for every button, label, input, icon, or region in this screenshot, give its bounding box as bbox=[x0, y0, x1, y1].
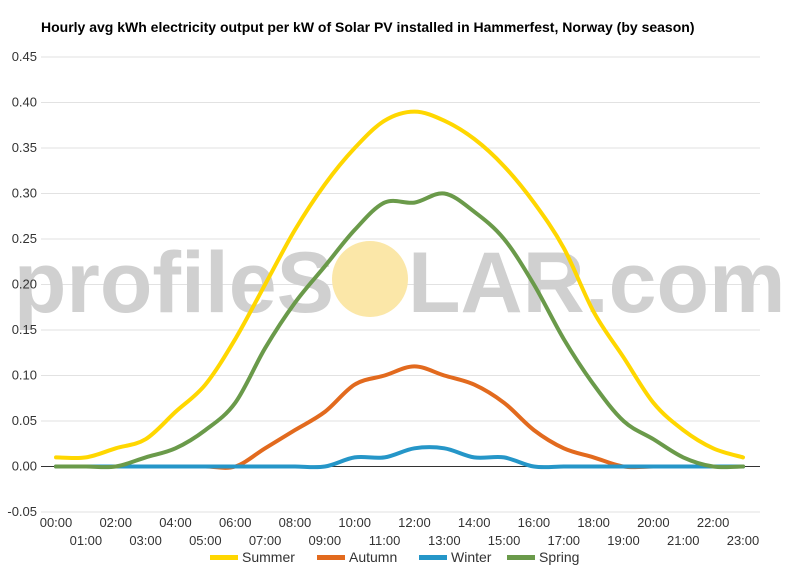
x-tick-label: 19:00 bbox=[607, 533, 640, 548]
x-tick-label: 09:00 bbox=[309, 533, 342, 548]
y-tick-label: 0.45 bbox=[12, 49, 37, 64]
x-tick-label: 13:00 bbox=[428, 533, 461, 548]
legend-swatch-summer bbox=[210, 555, 238, 560]
x-tick-label: 03:00 bbox=[129, 533, 162, 548]
x-tick-label: 17:00 bbox=[548, 533, 581, 548]
y-tick-label: 0.05 bbox=[12, 413, 37, 428]
y-tick-label: 0.15 bbox=[12, 322, 37, 337]
y-tick-label: 0.30 bbox=[12, 186, 37, 201]
x-tick-label: 06:00 bbox=[219, 515, 252, 530]
legend-label-spring: Spring bbox=[539, 549, 579, 565]
legend-label-autumn: Autumn bbox=[349, 549, 397, 565]
chart-title: Hourly avg kWh electricity output per kW… bbox=[41, 19, 695, 35]
x-tick-label: 14:00 bbox=[458, 515, 491, 530]
grid-lines bbox=[41, 56, 760, 513]
series-line-winter bbox=[54, 445, 745, 470]
x-tick-label: 23:00 bbox=[727, 533, 760, 548]
x-tick-label: 15:00 bbox=[488, 533, 521, 548]
legend-label-winter: Winter bbox=[451, 549, 492, 565]
series-line-summer bbox=[54, 109, 745, 461]
watermark: profileS LAR.com bbox=[14, 235, 786, 331]
y-tick-label: 0.35 bbox=[12, 140, 37, 155]
legend-swatch-spring bbox=[507, 555, 535, 560]
x-axis-tick-labels: 00:00 01:00 02:00 03:00 04:00 05:00 06:00 07:00… bbox=[40, 515, 760, 548]
y-axis-tick-labels: -0.05 0.00 0.05 0.10 0.15 0.20 0.25 0.30 0.35 0.4… bbox=[7, 49, 37, 519]
y-tick-label: -0.05 bbox=[7, 504, 37, 519]
x-tick-label: 02:00 bbox=[99, 515, 132, 530]
x-tick-label: 01:00 bbox=[70, 533, 103, 548]
x-tick-label: 21:00 bbox=[667, 533, 700, 548]
legend: Summer Autumn Winter Spring bbox=[210, 549, 579, 565]
y-tick-label: 0.10 bbox=[12, 368, 37, 383]
series-line-spring bbox=[54, 191, 745, 470]
series-lines bbox=[54, 109, 745, 470]
watermark-text-left: profileS bbox=[14, 235, 334, 331]
x-tick-label: 08:00 bbox=[279, 515, 312, 530]
x-tick-label: 04:00 bbox=[159, 515, 192, 530]
x-tick-label: 00:00 bbox=[40, 515, 73, 530]
y-tick-label: 0.20 bbox=[12, 277, 37, 292]
legend-label-summer: Summer bbox=[242, 549, 295, 565]
x-tick-label: 10:00 bbox=[338, 515, 371, 530]
legend-swatch-winter bbox=[419, 555, 447, 560]
x-tick-label: 05:00 bbox=[189, 533, 222, 548]
x-tick-label: 12:00 bbox=[398, 515, 431, 530]
x-tick-label: 18:00 bbox=[577, 515, 610, 530]
legend-swatch-autumn bbox=[317, 555, 345, 560]
x-tick-label: 22:00 bbox=[697, 515, 730, 530]
y-tick-label: 0.40 bbox=[12, 95, 37, 110]
x-tick-label: 16:00 bbox=[518, 515, 551, 530]
x-tick-label: 20:00 bbox=[637, 515, 670, 530]
x-tick-label: 07:00 bbox=[249, 533, 282, 548]
y-tick-label: 0.00 bbox=[12, 459, 37, 474]
y-tick-label: 0.25 bbox=[12, 231, 37, 246]
watermark-sun bbox=[332, 241, 408, 317]
x-tick-label: 11:00 bbox=[369, 533, 401, 548]
